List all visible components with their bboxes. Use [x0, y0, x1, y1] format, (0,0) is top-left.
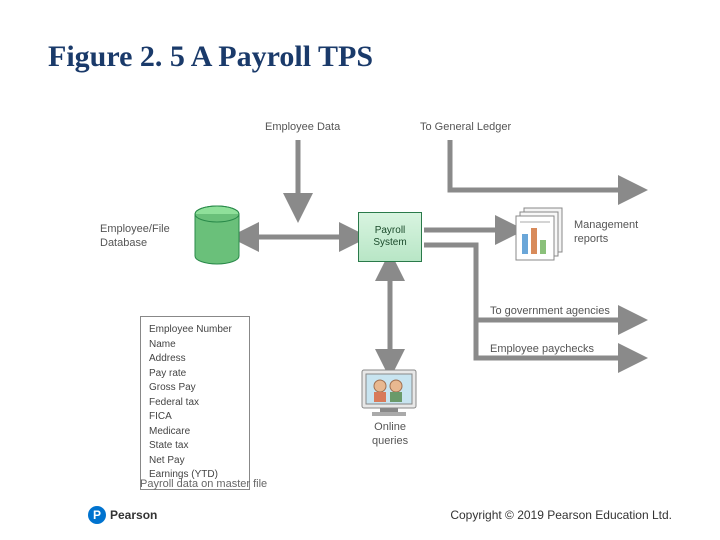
database-icon	[195, 206, 239, 264]
online-queries-label: Online queries	[372, 420, 408, 449]
database-label: Employee/File Database	[100, 222, 170, 251]
reports-label: Management reports	[574, 218, 638, 247]
copyright-footer: Copyright © 2019 Pearson Education Ltd.	[450, 508, 672, 522]
paychecks-label: Employee paychecks	[490, 342, 594, 356]
pearson-logo-icon: P	[88, 506, 106, 524]
reports-icon	[516, 208, 562, 260]
masterfile-caption: Payroll data on master file	[140, 478, 267, 490]
monitor-icon	[362, 370, 416, 416]
payroll-system-box: Payroll System	[358, 212, 422, 262]
gov-agencies-label: To government agencies	[490, 304, 610, 318]
to-ledger-label: To General Ledger	[420, 120, 511, 134]
employee-data-label: Employee Data	[265, 120, 340, 134]
payroll-diagram: Employee Data To General Ledger Employee…	[80, 120, 660, 480]
figure-title: Figure 2. 5 A Payroll TPS	[48, 40, 373, 74]
pearson-logo-text: Pearson	[110, 508, 157, 522]
masterfile-fields-box: Employee Number Name Address Pay rate Gr…	[140, 316, 250, 490]
pearson-logo: P Pearson	[88, 506, 157, 524]
